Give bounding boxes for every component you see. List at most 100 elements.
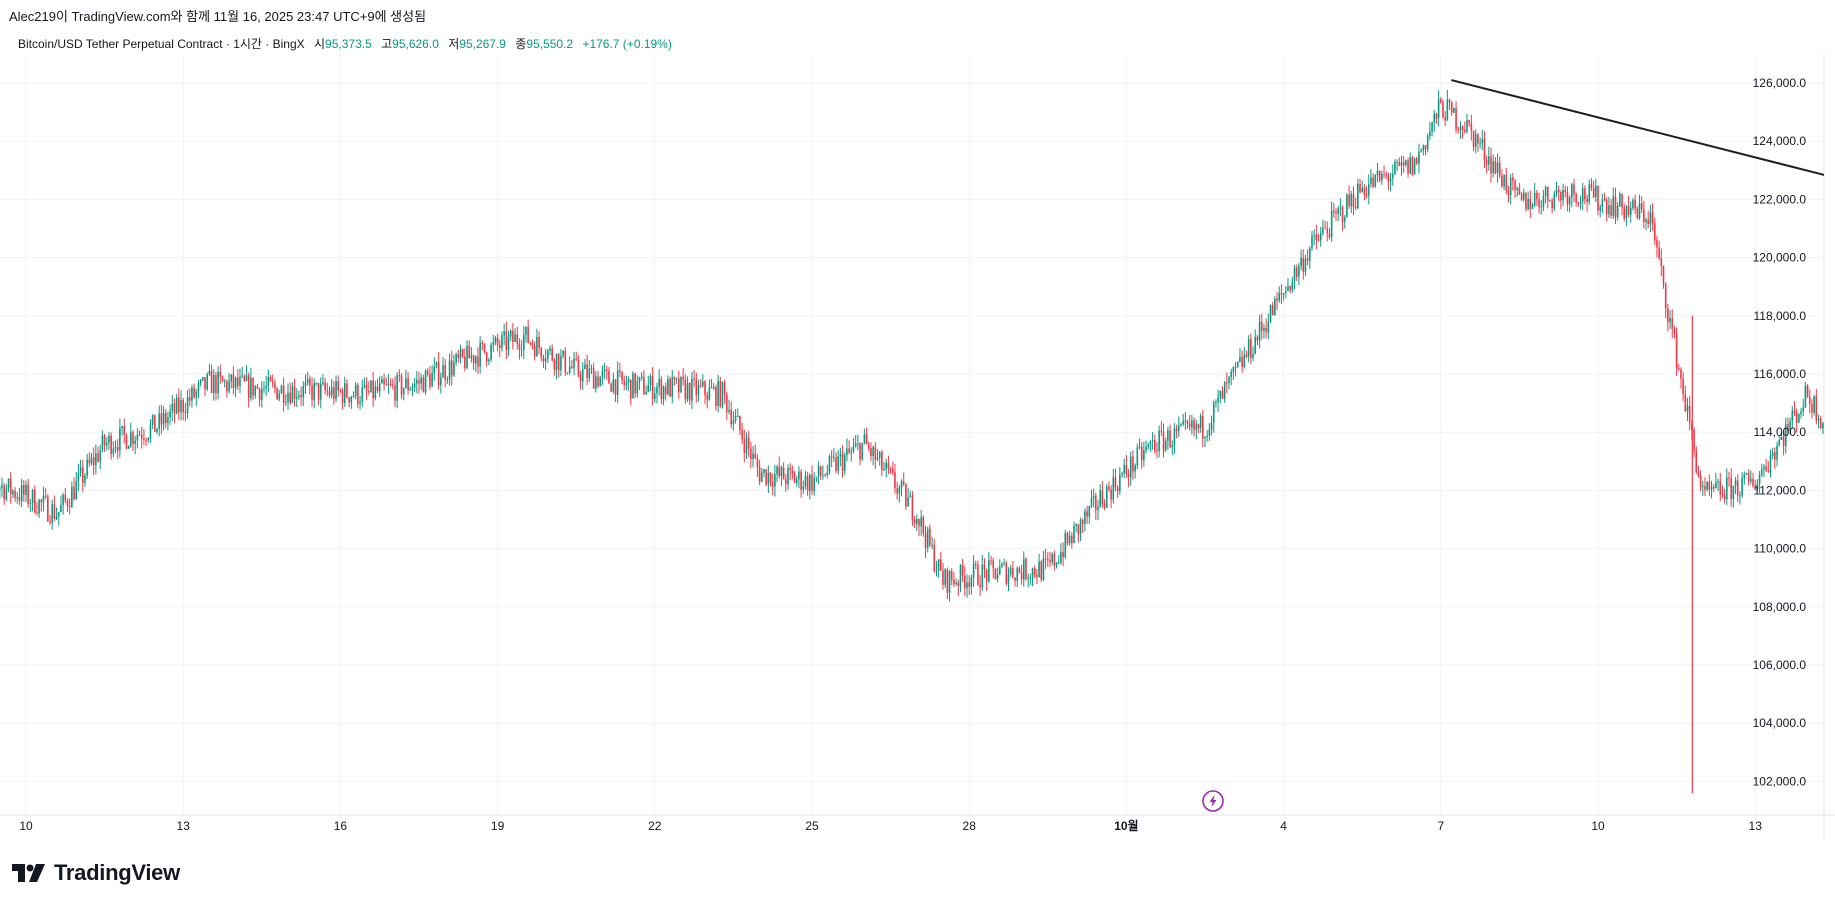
candle-body bbox=[824, 475, 826, 477]
candle-body bbox=[95, 453, 97, 465]
candle-body bbox=[968, 582, 970, 587]
candle-body bbox=[1208, 429, 1211, 436]
candle-body bbox=[1125, 464, 1128, 475]
symbol-name[interactable]: Bitcoin/USD Tether Perpetual Contract · … bbox=[18, 37, 305, 51]
candle-body bbox=[1754, 486, 1756, 491]
candle-body bbox=[861, 442, 864, 460]
candle-body bbox=[876, 457, 879, 460]
time-tick-label: 19 bbox=[491, 819, 505, 833]
low-value: 95,267.9 bbox=[459, 37, 506, 51]
candle-body bbox=[77, 472, 80, 481]
candle-body bbox=[1228, 377, 1230, 384]
candle-body bbox=[1586, 199, 1588, 203]
candle-body bbox=[1184, 420, 1187, 422]
candle-body bbox=[826, 472, 829, 476]
candle-body bbox=[1256, 336, 1259, 341]
candle-body bbox=[481, 342, 484, 344]
candle-body bbox=[1151, 440, 1154, 442]
candle-body bbox=[1782, 436, 1785, 446]
candle-body bbox=[219, 371, 222, 377]
candle-body bbox=[1116, 487, 1119, 492]
candle-body bbox=[276, 388, 278, 400]
candle-body bbox=[335, 381, 337, 399]
candle-body bbox=[68, 506, 71, 508]
candle-body bbox=[878, 452, 881, 458]
candle-body bbox=[1003, 563, 1005, 565]
candle-body bbox=[31, 489, 34, 504]
candle-body bbox=[361, 387, 364, 402]
candle-body bbox=[1662, 265, 1665, 284]
candle-body bbox=[1429, 131, 1431, 137]
candle-body bbox=[774, 474, 776, 487]
time-tick-label: 13 bbox=[177, 819, 191, 833]
candle-body bbox=[402, 387, 405, 395]
candle-body bbox=[935, 570, 938, 572]
candle-body bbox=[1702, 485, 1704, 488]
candle-body bbox=[450, 360, 453, 376]
candle-body bbox=[909, 495, 912, 498]
candle-body bbox=[1328, 233, 1331, 237]
candle-body bbox=[503, 331, 505, 336]
candle-body bbox=[363, 384, 366, 388]
candle-body bbox=[472, 355, 475, 364]
candle-body bbox=[1562, 190, 1564, 201]
alert-marker[interactable] bbox=[1202, 790, 1224, 812]
candle-body bbox=[924, 533, 927, 548]
candle-body bbox=[922, 517, 925, 534]
close-label: 종 bbox=[515, 37, 527, 51]
candle-body bbox=[891, 468, 894, 473]
candle-body bbox=[745, 437, 748, 453]
price-tick-label: 106,000.0 bbox=[1753, 658, 1807, 672]
candle-body bbox=[1042, 558, 1045, 580]
candle-body bbox=[1119, 475, 1121, 492]
candle-body bbox=[1387, 175, 1390, 182]
candle-body bbox=[988, 560, 990, 582]
candle-body bbox=[719, 380, 722, 407]
candle-body bbox=[1075, 524, 1077, 526]
candle-body bbox=[1822, 423, 1824, 429]
price-axis[interactable]: 102,000.0 104,000.0 106,000.0 108,000.0 110,… bbox=[1753, 76, 1807, 788]
candle-body bbox=[1171, 444, 1174, 448]
candle-body bbox=[1721, 494, 1724, 496]
candle-body bbox=[1566, 192, 1569, 205]
candle-body bbox=[671, 377, 674, 397]
candle-body bbox=[913, 519, 916, 524]
candle-body bbox=[632, 373, 634, 399]
candle-body bbox=[422, 377, 425, 393]
candle-body bbox=[649, 376, 652, 386]
candle-body bbox=[328, 391, 331, 396]
candle-body bbox=[75, 480, 78, 500]
candle-body bbox=[1217, 397, 1219, 402]
time-axis[interactable]: 1013161922252810월471013161922252811월4710… bbox=[19, 818, 1835, 833]
candle-body bbox=[285, 401, 287, 403]
candle-body bbox=[1433, 113, 1436, 123]
price-tick-label: 120,000.0 bbox=[1753, 251, 1807, 265]
candle-body bbox=[1645, 219, 1647, 223]
tradingview-logo[interactable]: TradingView bbox=[12, 860, 180, 886]
candle-body bbox=[688, 383, 691, 401]
price-tick-label: 118,000.0 bbox=[1754, 309, 1807, 323]
candle-body bbox=[684, 379, 687, 400]
candle-body bbox=[955, 582, 957, 585]
candle-body bbox=[1143, 450, 1145, 461]
candle-body bbox=[1156, 450, 1158, 452]
candle-body bbox=[1793, 410, 1796, 413]
candle-body bbox=[36, 512, 38, 514]
candle-body bbox=[197, 383, 200, 392]
candle-body bbox=[538, 337, 540, 348]
candle-body bbox=[1490, 156, 1492, 174]
candle-body bbox=[1304, 258, 1307, 272]
candle-body bbox=[280, 385, 283, 394]
candle-body bbox=[1302, 257, 1305, 272]
candle-body bbox=[300, 395, 302, 398]
candle-body bbox=[1686, 405, 1689, 412]
candle-body bbox=[1518, 187, 1521, 195]
candle-body bbox=[483, 343, 486, 353]
candle-body bbox=[830, 456, 833, 458]
candle-body bbox=[1197, 424, 1200, 429]
candle-body bbox=[372, 380, 374, 398]
candle-body bbox=[525, 326, 527, 335]
candle-body bbox=[1684, 394, 1687, 412]
candle-body bbox=[405, 378, 407, 388]
